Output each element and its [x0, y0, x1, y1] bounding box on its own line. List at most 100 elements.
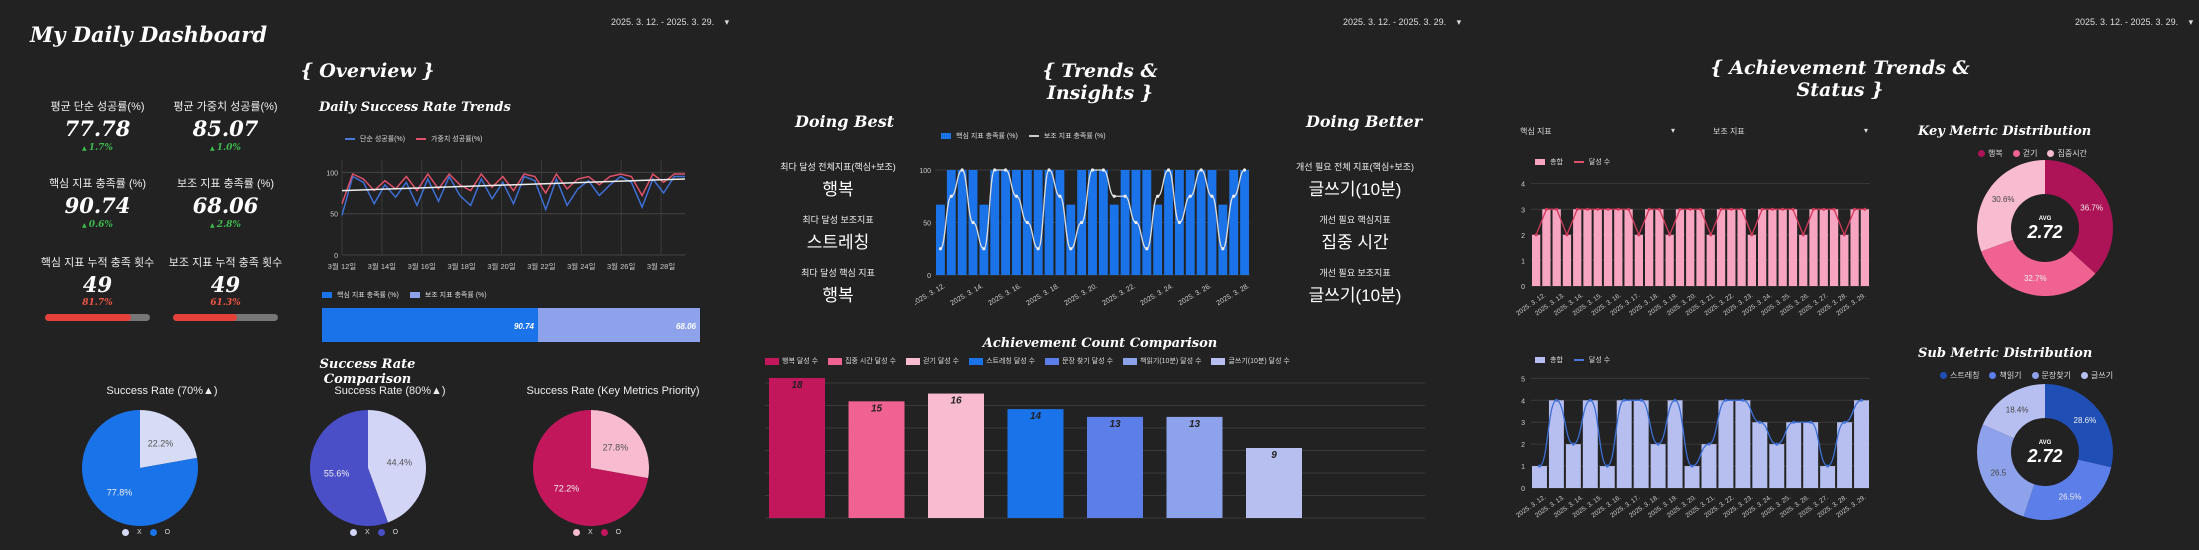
kpi-progress-fill [45, 314, 131, 321]
kpi-label: 보조 지표 충족률 (%) [176, 178, 275, 190]
insight-item: 최다 달성 전체지표(핵심+보조) 행복 [753, 160, 923, 200]
tick-label: 2 [1521, 442, 1525, 449]
legend-dot [350, 529, 357, 536]
date-range-picker-3[interactable]: 2025. 3. 12. - 2025. 3. 29. ▾ [2075, 17, 2194, 27]
tick-label: 2025. 3. 16. [987, 283, 1023, 308]
legend-label: 단순 성공률(%) [360, 136, 406, 143]
legend-label: 행복 [1988, 149, 2003, 158]
bar [1164, 170, 1173, 275]
insight-item: 개선 필요 전체 지표(핵심+보조) 글쓰기(10분) [1270, 160, 1440, 200]
bar [1532, 466, 1547, 488]
tick-label: 2025. 3. 26. [1177, 283, 1213, 308]
line-point [1760, 207, 1764, 211]
bar [1803, 422, 1819, 488]
pie-slice-o [533, 410, 649, 526]
donut-slice [2045, 384, 2113, 468]
date-range-picker-2[interactable]: 2025. 3. 12. - 2025. 3. 29. ▾ [1343, 17, 1462, 27]
tick-label: 3 [1521, 207, 1525, 214]
donut-slice [1982, 384, 2045, 439]
legend-swatch-core [322, 292, 332, 298]
hbar-sub-label: 68.06 [676, 322, 697, 331]
bar [1718, 400, 1734, 488]
line-point [1058, 194, 1062, 198]
kpi-label: 평균 단순 성공률(%) [50, 101, 145, 113]
line-point [1047, 168, 1051, 172]
legend-dot [2047, 150, 2055, 157]
chevron-down-icon: ▾ [1670, 126, 1675, 135]
line-point [1707, 442, 1711, 446]
line-point [1554, 398, 1558, 402]
line-point [1647, 207, 1651, 211]
doing-best-title: Doing Best [795, 112, 895, 131]
bar [1786, 422, 1802, 488]
line-point [1537, 464, 1541, 468]
bar [1768, 209, 1777, 286]
pie-label-o: 77.8% [107, 487, 133, 497]
legend-item: 책읽기(10분) 달성 수 [1123, 356, 1201, 366]
bar [1850, 209, 1859, 286]
line-point [960, 168, 964, 172]
bar [1665, 234, 1674, 286]
bar [1001, 170, 1011, 275]
success-compare-title: Success Rate Comparison [319, 357, 416, 387]
line-point [1832, 207, 1836, 211]
bar [1684, 466, 1700, 488]
line-point [1699, 207, 1702, 211]
kpi-card: 보조 지표 누적 충족 횟수 49 61.3% [168, 254, 283, 321]
line-point [1673, 398, 1677, 402]
achievement-bar [1087, 416, 1143, 518]
tick-label: 1 [1521, 258, 1525, 265]
series-simple [341, 174, 685, 216]
core-filter-dropdown[interactable]: 핵심 지표 ▾ [1520, 126, 1675, 137]
line-point [1801, 233, 1805, 237]
legend-swatch [1123, 357, 1138, 365]
kpi-value: 85.07 [192, 116, 259, 141]
bar [1240, 170, 1249, 275]
tick-label: 2025. 3. 20. [1063, 283, 1099, 308]
kpi-delta-value: 1.7% [88, 143, 113, 153]
bar [1686, 209, 1695, 286]
sub-filter-label: 보조 지표 [1713, 127, 1745, 136]
legend-label: X [588, 529, 593, 536]
donut-label: 30.6% [1992, 195, 2015, 204]
kpi-value: 90.74 [64, 193, 131, 218]
legend-swatch-total [1535, 357, 1545, 363]
line-point [938, 247, 943, 251]
achievement-bar-label: 18 [791, 380, 803, 391]
sub-filter-dropdown[interactable]: 보조 지표 ▾ [1713, 126, 1868, 137]
line-point [1156, 194, 1160, 198]
legend-swatch [969, 357, 984, 365]
donut-slice [1977, 160, 2045, 252]
line-point [1639, 398, 1643, 402]
tick-label: 4 [1521, 182, 1525, 189]
line-point [1843, 420, 1847, 424]
legend-dot [1989, 372, 1997, 379]
donut-slice [2023, 459, 2112, 520]
line-point [1188, 194, 1192, 198]
date-range-picker-1[interactable]: 2025. 3. 12. - 2025. 3. 29. ▾ [611, 17, 730, 27]
line-point [1775, 442, 1779, 446]
tick-label: 3월 22일 [527, 261, 555, 271]
sub-dist-title: Sub Metric Distribution [1918, 346, 2093, 361]
legend-dot [2012, 150, 2020, 157]
line-point [1853, 207, 1857, 211]
line-point [1586, 207, 1589, 211]
key-dist-legend: 행복 걷기 집중시간 [1978, 148, 2087, 159]
legend-swatch-achieved [1573, 359, 1584, 361]
legend-label: 총합 [1550, 357, 1563, 364]
donut-slice [1981, 239, 2096, 296]
legend-label: 집중시간 [2057, 149, 2087, 158]
tick-label: 3월 12일 [328, 261, 356, 271]
tick-label: 50 [923, 221, 931, 228]
line-point [1627, 207, 1631, 211]
hbar-legend: 핵심 지표 충족률 (%) 보조 지표 충족률 (%) [322, 290, 487, 300]
line-point [1822, 207, 1826, 211]
bar [1829, 209, 1839, 286]
doing-better-title: Doing Better [1306, 112, 1423, 131]
line-point [1210, 194, 1214, 198]
legend-swatch-simple [345, 138, 355, 140]
sub-dist-legend: 스트레칭 책읽기 문장찾기 글쓰기 [1940, 370, 2113, 381]
legend-label: 스트레칭 달성 수 [986, 358, 1036, 365]
pie-label-x: 22.2% [148, 439, 174, 449]
